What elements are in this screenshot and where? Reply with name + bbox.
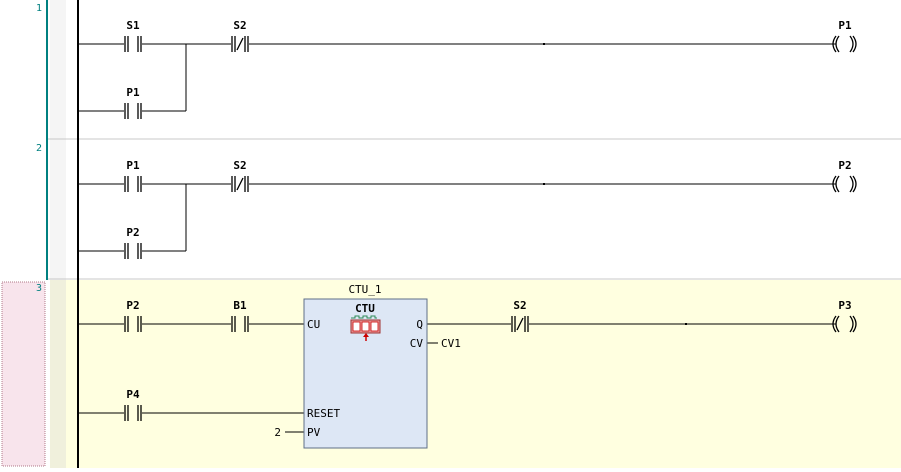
pv-input-value[interactable]: 2 [274,426,281,439]
contact-label: P2 [126,226,139,239]
contact-p4[interactable] [124,405,142,421]
coil-label: P3 [838,299,851,312]
rung-number: 1 [36,3,42,14]
pin-pv: PV [307,426,321,439]
rung-2 [78,183,836,252]
rung-1 [78,43,836,112]
counter-icon [350,315,381,341]
contact-label: S2 [233,159,246,172]
contact-s2-nc[interactable] [231,36,249,52]
gutter-strip [50,0,66,280]
contact-s1[interactable] [124,36,142,52]
contact-s2-nc[interactable] [231,176,249,192]
pin-cv: CV [410,337,424,350]
fb-instance-name: CTU_1 [348,283,381,296]
contact-label: P1 [126,159,140,172]
contact-label: P1 [126,86,140,99]
cv-output-variable[interactable]: CV1 [441,337,461,350]
contact-label: S1 [126,19,140,32]
fb-type: CTU [355,302,375,315]
coil-label: P1 [838,19,852,32]
rung-number: 2 [36,143,42,154]
coil-p2[interactable] [832,175,857,193]
contact-p1[interactable] [124,103,142,119]
contact-label: S2 [233,19,246,32]
contact-p1[interactable] [124,176,142,192]
contact-s2-nc[interactable] [511,316,529,332]
pin-cu: CU [307,318,320,331]
contact-p2[interactable] [124,316,142,332]
rung-number: 3 [36,283,42,294]
rung-3 [78,323,836,433]
coil-label: P2 [838,159,851,172]
contact-p2[interactable] [124,243,142,259]
coil-p1[interactable] [832,35,857,53]
contact-label: S2 [513,299,526,312]
gutter-strip-selected [50,280,66,468]
contact-label: P2 [126,299,139,312]
pin-reset: RESET [307,407,340,420]
contact-label: B1 [233,299,247,312]
coil-p3[interactable] [832,315,857,333]
contact-label: P4 [126,388,140,401]
pin-q: Q [416,318,423,331]
rung-3-selection-marker[interactable] [1,281,46,467]
contact-b1[interactable] [231,316,249,332]
rung-3-background[interactable] [50,280,901,468]
